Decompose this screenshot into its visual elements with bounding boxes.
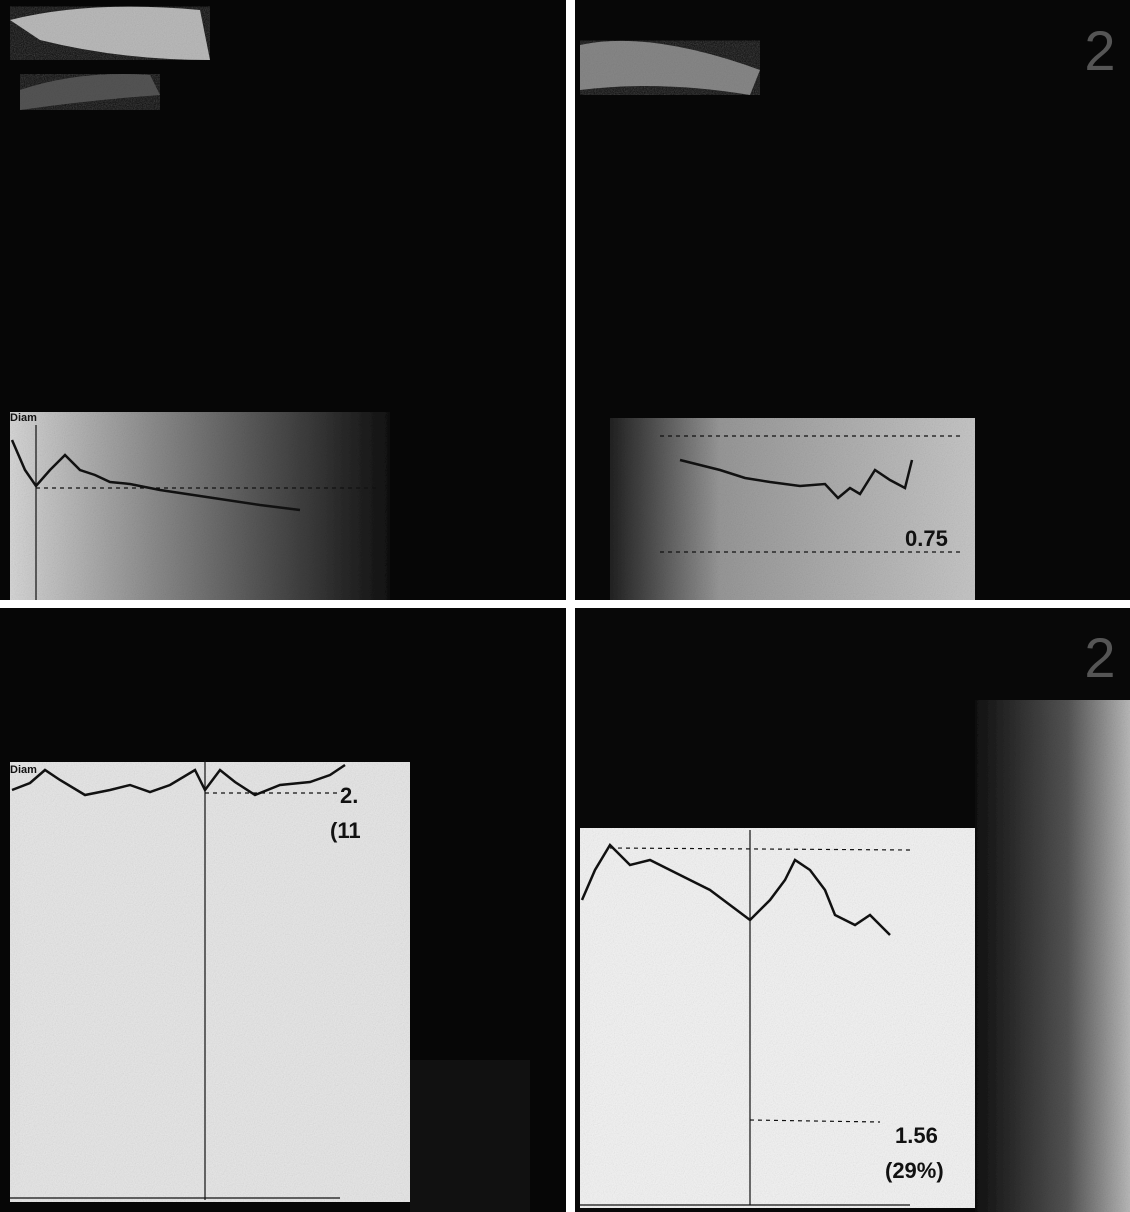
plot-label: Diam bbox=[10, 412, 37, 424]
measurement: 0.75 bbox=[905, 526, 948, 551]
percent: (29%) bbox=[885, 1158, 944, 1183]
panel: Diam 2. (11 bbox=[0, 608, 566, 1212]
panel: 2 1.56 (29%) bbox=[575, 608, 1130, 1212]
frame-label: 2 bbox=[1084, 626, 1115, 689]
vessel-shadow bbox=[975, 700, 1130, 1212]
plot-area bbox=[10, 412, 390, 600]
plot-area bbox=[610, 418, 975, 600]
percent: (11 bbox=[330, 818, 361, 843]
measurement: 2. bbox=[340, 783, 358, 808]
frame-label: 2 bbox=[1084, 19, 1115, 82]
measurement: 1.56 bbox=[895, 1123, 938, 1148]
panel: 2 0.75 bbox=[575, 0, 1130, 600]
screenshot: Diam 2 0.75 Diam 2. (11 2 bbox=[0, 0, 1130, 1212]
plot-area bbox=[580, 828, 975, 1208]
panel: Diam bbox=[0, 0, 566, 600]
overlay bbox=[410, 1060, 530, 1212]
plot-label: Diam bbox=[10, 764, 37, 776]
